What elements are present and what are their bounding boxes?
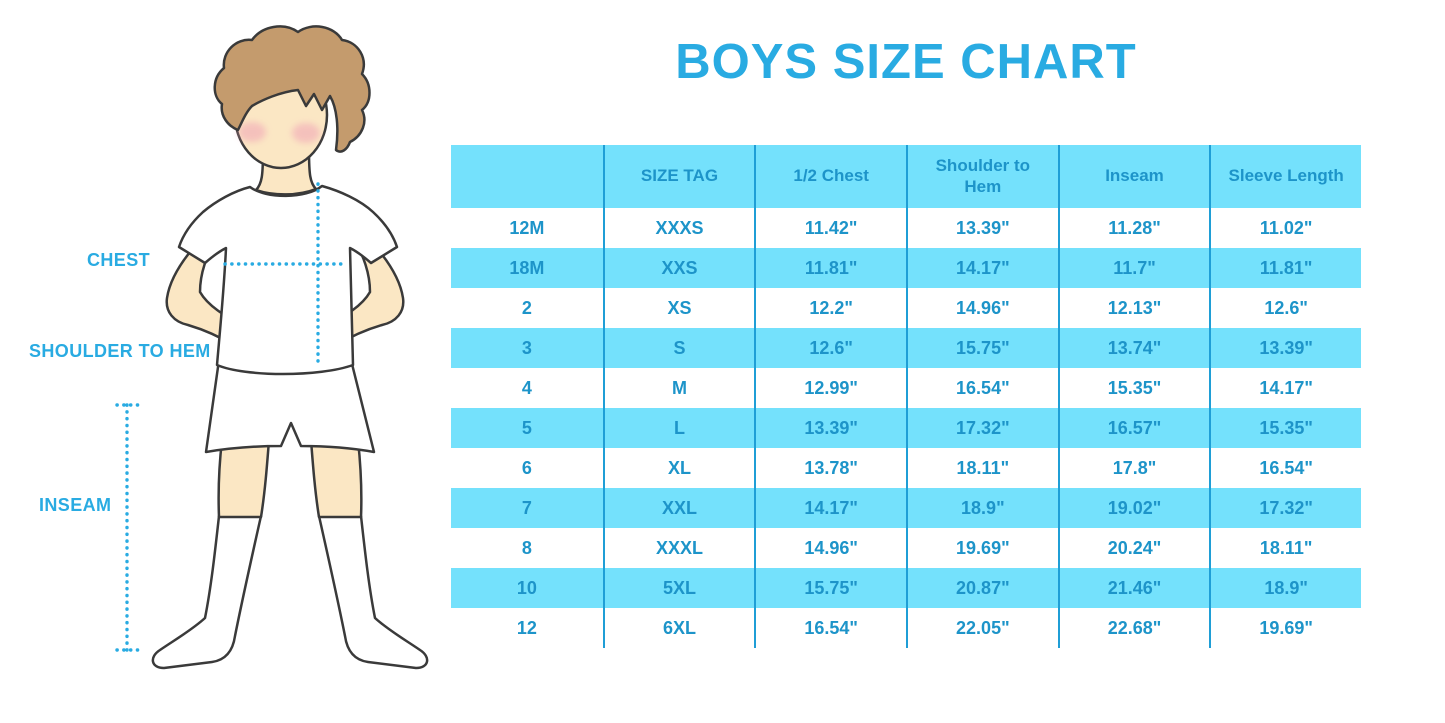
table-cell: 11.42" [754, 208, 906, 248]
table-cell: 7 [521, 497, 532, 518]
table-cell: XL [602, 448, 755, 488]
size-table-header: SIZE TAG 1/2 Chest Shoulder to Hem Inseam Sl… [451, 145, 1361, 208]
table-row: 7 XXL 14.17" 18.9" 19.02" 17.32" [451, 488, 1361, 528]
table-cell: 6 [521, 457, 532, 478]
table-cell: 14.96" [754, 528, 906, 568]
table-cell: 12.6" [754, 328, 906, 368]
column-header-inseam: Inseam [1057, 145, 1210, 208]
boy-figure [151, 60, 429, 670]
table-cell: 11.28" [1057, 208, 1210, 248]
chest-label: CHEST [87, 250, 151, 270]
table-row: 8 XXXL 14.96" 19.69" 20.24" 18.11" [451, 528, 1361, 568]
table-cell: 19.69" [906, 528, 1058, 568]
table-row: 18M XXS 11.81" 14.17" 11.7" 11.81" [451, 248, 1361, 288]
table-cell: 14.96" [906, 288, 1058, 328]
table-cell: 14.17" [1209, 368, 1361, 408]
table-cell: XXS [602, 248, 755, 288]
size-table-body: 12M XXXS 11.42" 13.39" 11.28" 11.02" 18M XXS 11.… [451, 208, 1361, 648]
table-cell: XXL [602, 488, 755, 528]
column-header-sleeve-length: Sleeve Length [1209, 145, 1361, 208]
size-table: SIZE TAG 1/2 Chest Shoulder to Hem Inseam Sl… [451, 145, 1361, 648]
shoulder-to-hem-label: SHOULDER TO HEM [29, 341, 211, 361]
table-cell: 8 [521, 537, 532, 558]
table-cell: 18.9" [1209, 568, 1361, 608]
table-cell: 11.81" [754, 248, 906, 288]
table-cell: 12M [509, 217, 545, 238]
inseam-label: INSEAM [39, 495, 112, 515]
table-cell: 18M [509, 257, 545, 278]
table-row: 3 S 12.6" 15.75" 13.74" 13.39" [451, 328, 1361, 368]
table-cell: 4 [521, 377, 532, 398]
table-cell: 15.35" [1057, 368, 1210, 408]
table-row: 5 L 13.39" 17.32" 16.57" 15.35" [451, 408, 1361, 448]
table-cell: 12.6" [1209, 288, 1361, 328]
table-cell: 13.39" [906, 208, 1058, 248]
table-cell: 6XL [602, 608, 755, 648]
table-cell: 11.7" [1057, 248, 1210, 288]
table-cell: 10 [516, 577, 537, 598]
inseam-measure-line [115, 403, 143, 654]
table-cell: 13.74" [1057, 328, 1210, 368]
table-cell: 15.35" [1209, 408, 1361, 448]
table-cell: M [602, 368, 755, 408]
table-cell: 12.13" [1057, 288, 1210, 328]
table-cell: 15.75" [906, 328, 1058, 368]
table-cell: 18.9" [906, 488, 1058, 528]
table-cell: 17.32" [1209, 488, 1361, 528]
table-cell: 16.54" [1209, 448, 1361, 488]
table-cell: 11.02" [1209, 208, 1361, 248]
boy-illustration [115, 25, 429, 670]
table-cell: 16.54" [754, 608, 906, 648]
table-cell: 16.54" [906, 368, 1058, 408]
table-cell: 19.69" [1209, 608, 1361, 648]
table-cell: 19.02" [1057, 488, 1210, 528]
table-cell: 20.24" [1057, 528, 1210, 568]
table-cell: 12.2" [754, 288, 906, 328]
table-row: 4 M 12.99" 16.54" 15.35" 14.17" [451, 368, 1361, 408]
table-cell: 14.17" [754, 488, 906, 528]
table-cell: 5XL [602, 568, 755, 608]
column-header-1-2-chest: 1/2 Chest [754, 145, 906, 208]
table-cell: XXXL [602, 528, 755, 568]
table-cell: 2 [521, 297, 532, 318]
table-cell: 18.11" [1209, 528, 1361, 568]
table-cell: 21.46" [1057, 568, 1210, 608]
table-cell: 17.8" [1057, 448, 1210, 488]
table-cell: XXXS [602, 208, 755, 248]
table-row: 10 5XL 15.75" 20.87" 21.46" 18.9" [451, 568, 1361, 608]
table-cell: 15.75" [754, 568, 906, 608]
table-row: 12M XXXS 11.42" 13.39" 11.28" 11.02" [451, 208, 1361, 248]
boy-hair [213, 25, 371, 153]
cheek-blush [238, 122, 320, 143]
table-cell: 17.32" [906, 408, 1058, 448]
table-cell: 13.39" [754, 408, 906, 448]
page-title: BOYS SIZE CHART [675, 35, 1137, 89]
table-cell: 11.81" [1209, 248, 1361, 288]
table-cell: 5 [521, 417, 532, 438]
table-cell: 20.87" [906, 568, 1058, 608]
table-cell: 22.68" [1057, 608, 1210, 648]
table-row: 12 6XL 16.54" 22.05" 22.68" 19.69" [451, 608, 1361, 648]
table-cell: 13.78" [754, 448, 906, 488]
table-cell: 12.99" [754, 368, 906, 408]
table-cell: S [602, 328, 755, 368]
table-cell: 12 [516, 617, 537, 638]
table-row: 6 XL 13.78" 18.11" 17.8" 16.54" [451, 448, 1361, 488]
table-cell: 14.17" [906, 248, 1058, 288]
table-cell: 18.11" [906, 448, 1058, 488]
table-cell: XS [602, 288, 755, 328]
column-header-size-tag: SIZE TAG [602, 145, 755, 208]
table-row: 2 XS 12.2" 14.96" 12.13" 12.6" [451, 288, 1361, 328]
table-cell: 13.39" [1209, 328, 1361, 368]
table-cell: L [602, 408, 755, 448]
table-cell: 16.57" [1057, 408, 1210, 448]
table-cell: 3 [521, 337, 532, 358]
table-cell: 22.05" [906, 608, 1058, 648]
column-header-shoulder-to-hem: Shoulder to Hem [906, 145, 1058, 208]
column-header-size [451, 145, 603, 208]
